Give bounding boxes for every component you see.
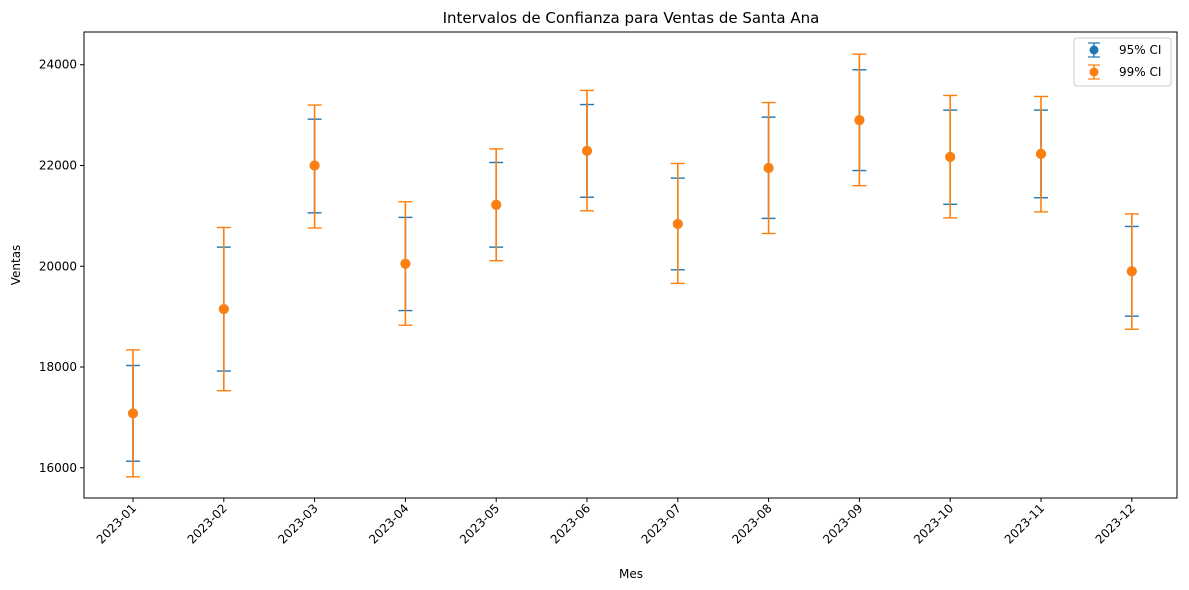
data-point	[582, 145, 592, 156]
data-point	[309, 160, 320, 171]
data-point	[672, 218, 683, 229]
plot-area	[83, 31, 1178, 499]
legend-marker-point	[1089, 45, 1099, 55]
data-point	[1036, 148, 1046, 159]
x-tick-label: 2023-10	[911, 501, 956, 546]
x-tick-label: 2023-06	[548, 501, 593, 546]
x-tick-label: 2023-03	[275, 501, 320, 546]
x-tick-label: 2023-01	[94, 501, 139, 546]
y-tick-label: 20000	[39, 259, 77, 273]
x-tick-label: 2023-02	[185, 501, 230, 546]
series-layer	[126, 53, 1139, 478]
x-tick-label: 2023-04	[366, 501, 411, 546]
data-point	[218, 304, 229, 315]
x-tick-label: 2023-07	[639, 501, 684, 546]
x-tick-label: 2023-12	[1093, 501, 1138, 546]
y-axis: 16000 18000 20000 22000 24000	[39, 58, 84, 475]
data-point	[854, 115, 865, 126]
x-tick-label: 2023-11	[1002, 501, 1047, 546]
y-axis-label: Ventas	[9, 245, 23, 286]
x-axis-label: Mes	[619, 567, 643, 581]
x-tick-label: 2023-08	[729, 501, 774, 546]
data-point	[1126, 266, 1137, 277]
y-tick-label: 16000	[39, 461, 77, 475]
y-tick-label: 22000	[39, 159, 77, 173]
x-tick-label: 2023-09	[820, 501, 865, 546]
series-99-ci	[126, 53, 1139, 478]
legend: 95% CI 99% CI	[1073, 37, 1172, 87]
y-tick-label: 24000	[39, 58, 77, 72]
legend-label: 99% CI	[1119, 65, 1161, 79]
data-point	[763, 163, 774, 174]
x-tick-label: 2023-05	[457, 501, 502, 546]
data-point	[491, 199, 502, 210]
data-point	[128, 408, 138, 419]
legend-label: 95% CI	[1119, 43, 1161, 57]
x-axis: 2023-01 2023-02 2023-03 2023-04 2023-05 2023-…	[94, 498, 1138, 547]
data-point	[945, 151, 956, 162]
legend-marker-point	[1089, 67, 1099, 77]
data-point	[400, 258, 411, 269]
y-tick-label: 18000	[39, 360, 77, 374]
chart-title: Intervalos de Confianza para Ventas de S…	[443, 9, 820, 27]
